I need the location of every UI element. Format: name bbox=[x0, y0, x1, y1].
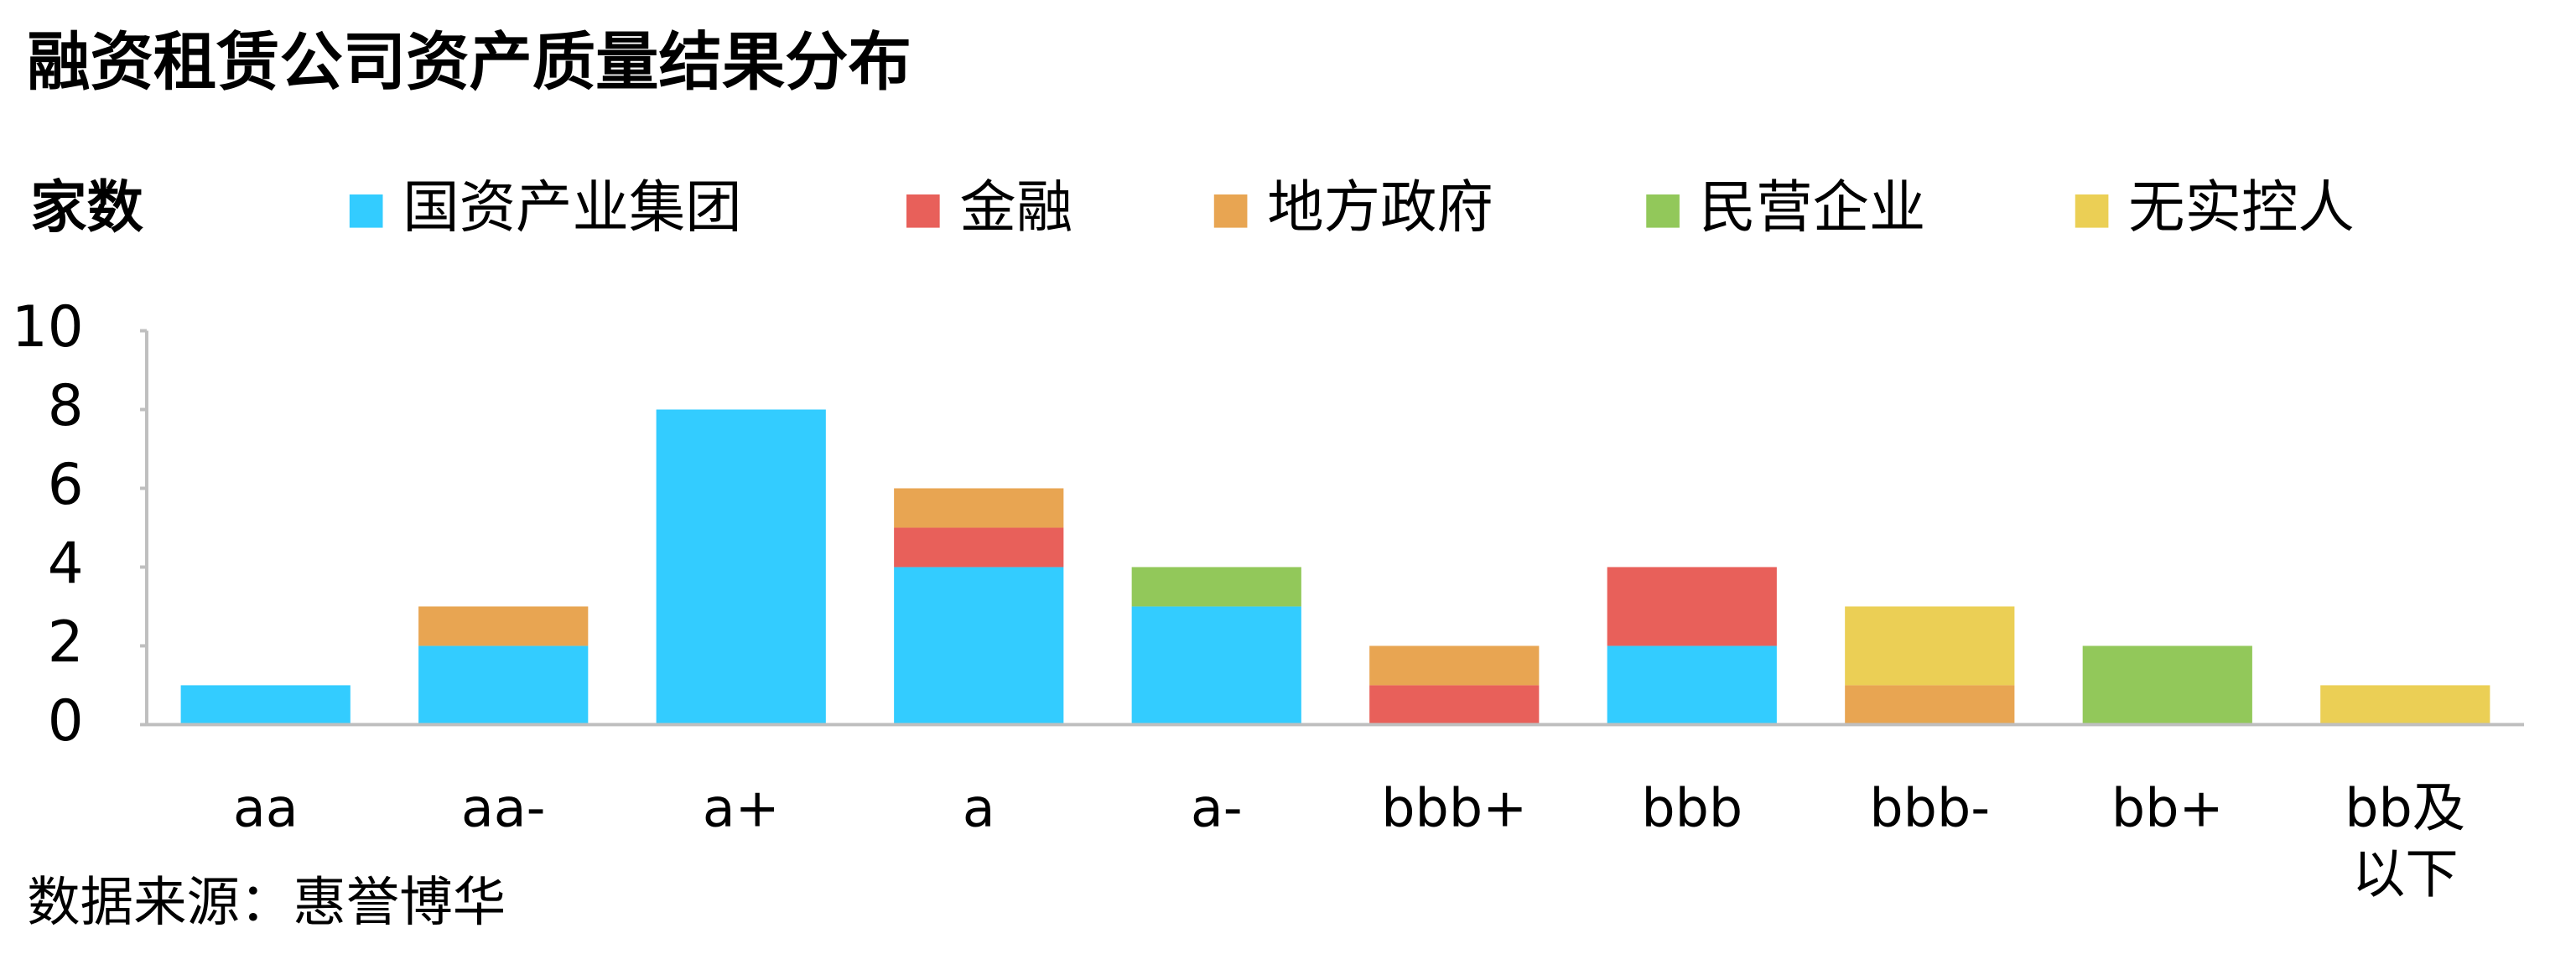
bar-segment bbox=[894, 488, 1064, 528]
y-tick-label: 6 bbox=[48, 451, 84, 517]
legend-swatch bbox=[349, 194, 383, 228]
bar-segment bbox=[1845, 606, 2015, 686]
bar-segment bbox=[1845, 685, 2015, 725]
legend-label: 地方政府 bbox=[1267, 174, 1493, 240]
legend-swatch bbox=[1646, 194, 1680, 228]
x-tick-label-box: aa bbox=[232, 775, 299, 840]
bar-segment bbox=[656, 409, 826, 725]
x-tick-label-box: bb+ bbox=[2111, 775, 2224, 840]
y-axis-label: 家数 bbox=[30, 174, 143, 240]
x-tick-label: bbb bbox=[1641, 775, 1743, 840]
bar-segment bbox=[180, 685, 351, 725]
bar-segment bbox=[1369, 646, 1540, 686]
legend-label: 民营企业 bbox=[1700, 174, 1926, 240]
legend-label: 无实控人 bbox=[2128, 174, 2355, 240]
x-tick-label: bb+ bbox=[2111, 775, 2224, 840]
x-tick-label: bbb+ bbox=[1381, 775, 1528, 840]
x-tick-label-box: bb及以下 bbox=[2345, 775, 2466, 906]
bar-segment bbox=[1607, 567, 1777, 646]
legend-label: 国资产业集团 bbox=[402, 174, 741, 240]
x-tick-label: a- bbox=[1190, 775, 1243, 840]
bar-segment bbox=[1607, 646, 1777, 725]
x-tick-label-box: bbb bbox=[1641, 775, 1743, 840]
x-tick-label-box: a+ bbox=[702, 775, 780, 840]
y-tick-label: 0 bbox=[48, 687, 84, 754]
chart-title: 融资租赁公司资产质量结果分布 bbox=[27, 25, 911, 99]
x-tick-label-box: bbb+ bbox=[1381, 775, 1528, 840]
legend-label: 金融 bbox=[959, 174, 1072, 240]
legend-swatch bbox=[2075, 194, 2109, 228]
bar-segment bbox=[2082, 646, 2252, 725]
x-tick-label-box: bbb- bbox=[1869, 775, 1991, 840]
x-tick-label: a+ bbox=[702, 775, 780, 840]
y-tick-label: 2 bbox=[48, 609, 84, 675]
bar-segment bbox=[418, 606, 589, 646]
x-tick-label: bb及以下 bbox=[2345, 775, 2466, 906]
bar-segment bbox=[894, 527, 1064, 568]
x-tick-label: aa- bbox=[460, 775, 546, 840]
bar-segment bbox=[418, 646, 589, 725]
y-tick-label: 8 bbox=[48, 372, 84, 438]
bar-segment bbox=[894, 567, 1064, 725]
x-tick-label-box: aa- bbox=[460, 775, 546, 840]
legend-swatch bbox=[906, 194, 940, 228]
x-tick-label: a bbox=[962, 775, 995, 840]
x-tick-label-box: a bbox=[962, 775, 995, 840]
source-note: 数据来源：惠誉博华 bbox=[27, 871, 506, 933]
legend-swatch bbox=[1213, 194, 1248, 228]
x-tick-label: bbb- bbox=[1869, 775, 1991, 840]
y-tick-label: 10 bbox=[12, 293, 84, 360]
bar-segment bbox=[2320, 685, 2490, 725]
y-tick-label: 4 bbox=[48, 530, 84, 596]
bar-segment bbox=[1131, 606, 1301, 725]
x-tick-label-box: a- bbox=[1190, 775, 1243, 840]
bar-segment bbox=[1369, 685, 1540, 725]
bar-segment bbox=[1131, 567, 1301, 607]
x-tick-label: aa bbox=[232, 775, 299, 840]
